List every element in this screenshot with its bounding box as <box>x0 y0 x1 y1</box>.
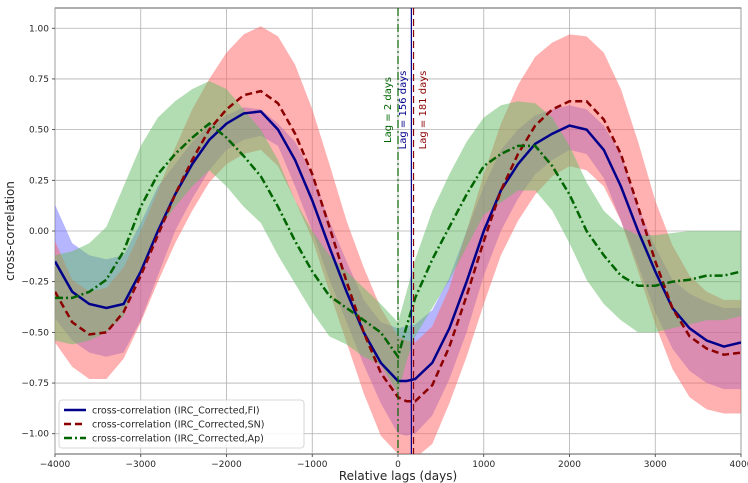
y-tick-label-0: −1.00 <box>21 430 49 440</box>
x-tick-label-2: −2000 <box>211 460 242 470</box>
x-tick-label-5: 1000 <box>472 460 495 470</box>
y-tick-label-4: 0.00 <box>29 227 49 237</box>
line-series-2 <box>55 121 741 360</box>
x-tick-label-7: 3000 <box>644 460 667 470</box>
x-tick-label-6: 2000 <box>558 460 581 470</box>
x-tick-label-0: −4000 <box>40 460 71 470</box>
legend-label-1: cross-correlation (IRC_Corrected,SN) <box>92 420 264 431</box>
confidence-bands <box>55 26 741 454</box>
band-series-2 <box>55 81 741 394</box>
axis-ticks: −4000 −3000 −2000 −1000 0 1000 2000 3000 4000 −1.… <box>21 24 748 470</box>
series-lines <box>55 89 741 403</box>
y-tick-label-7: 0.75 <box>29 75 49 85</box>
y-tick-label-1: −0.75 <box>21 379 49 389</box>
y-tick-label-5: 0.25 <box>29 176 49 186</box>
line-series-1 <box>55 89 741 403</box>
y-axis-label: cross-correlation <box>3 181 17 281</box>
y-tick-label-3: −0.25 <box>21 278 49 288</box>
x-tick-label-4: 0 <box>395 460 401 470</box>
y-tick-label-8: 1.00 <box>29 24 49 34</box>
lag-label-0: Lag = 2 days <box>383 77 394 143</box>
x-tick-label-1: −3000 <box>126 460 157 470</box>
lag-markers: Lag = 2 days Lag = 156 days Lag = 181 days <box>383 8 429 454</box>
legend-label-0: cross-correlation (IRC_Corrected,FI) <box>92 406 260 417</box>
lag-label-2: Lag = 181 days <box>418 71 429 150</box>
y-tick-label-2: −0.50 <box>21 328 49 338</box>
y-tick-label-6: 0.50 <box>29 126 49 136</box>
legend-box <box>58 399 305 449</box>
x-tick-label-3: −1000 <box>297 460 328 470</box>
x-axis-label: Relative lags (days) <box>339 469 457 483</box>
x-tick-label-8: 4000 <box>730 460 748 470</box>
legend: cross-correlation (IRC_Corrected,FI)cros… <box>58 399 305 449</box>
lag-label-1: Lag = 156 days <box>398 71 409 150</box>
legend-label-2: cross-correlation (IRC_Corrected,Ap) <box>92 434 264 445</box>
